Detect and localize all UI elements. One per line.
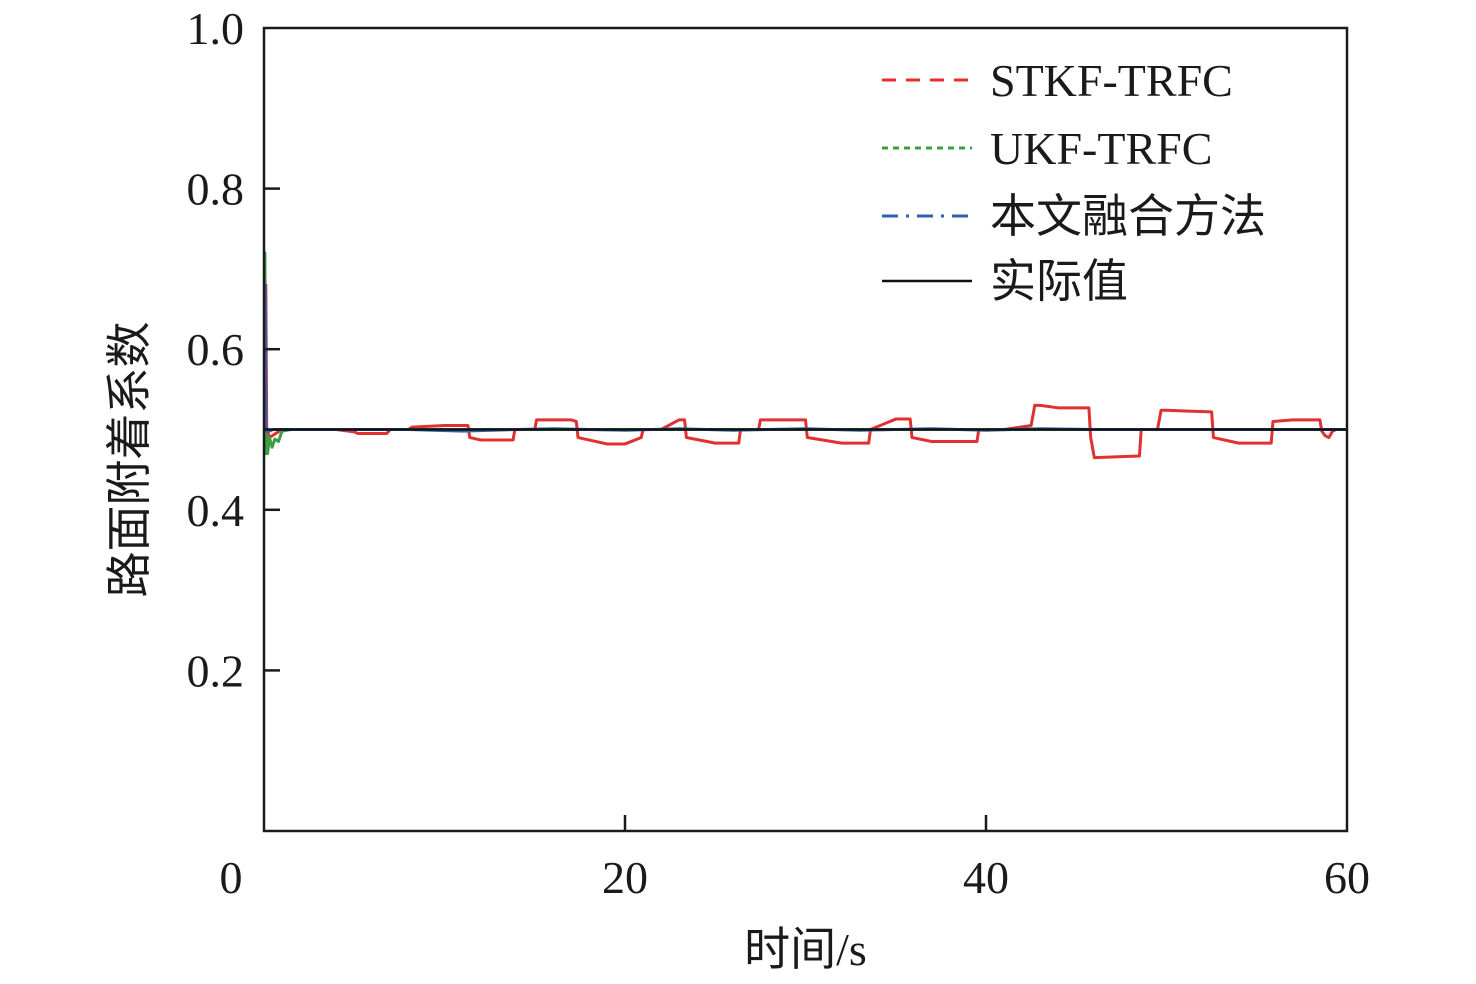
x-axis-label: 时间/s xyxy=(744,924,867,975)
legend-label: 实际值 xyxy=(990,256,1128,307)
x-tick-label: 40 xyxy=(963,852,1009,903)
x-axis: 0 20 40 60 xyxy=(220,815,1370,903)
x-tick-label: 0 xyxy=(220,852,243,903)
x-tick-label: 60 xyxy=(1324,852,1370,903)
y-tick-label: 0.6 xyxy=(187,324,245,375)
series-group xyxy=(264,251,1347,460)
y-tick-label: 0.8 xyxy=(187,164,245,215)
plot-frame xyxy=(262,26,1349,833)
series-line-0 xyxy=(264,283,1347,460)
y-tick-label: 0.2 xyxy=(187,645,245,696)
y-tick-label: 1.0 xyxy=(187,3,245,54)
y-axis-label: 路面附着系数 xyxy=(104,322,155,598)
x-tick-label: 20 xyxy=(602,852,648,903)
legend-label: UKF-TRFC xyxy=(990,123,1212,174)
plot-area xyxy=(264,251,1347,460)
y-axis: 0.2 0.4 0.6 0.8 1.0 xyxy=(187,3,280,696)
y-tick-label: 0.4 xyxy=(187,485,245,536)
legend-label: 本文融合方法 xyxy=(990,191,1266,242)
legend-label: STKF-TRFC xyxy=(990,55,1233,106)
